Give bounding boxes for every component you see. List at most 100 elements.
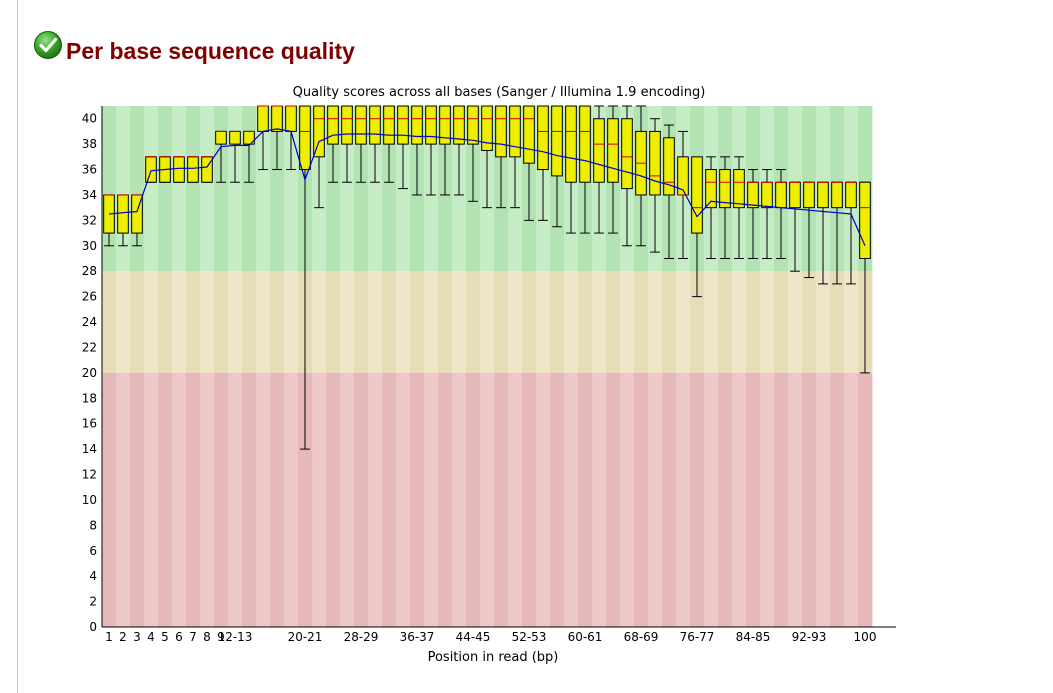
- chart-title: Quality scores across all bases (Sanger …: [293, 85, 706, 100]
- iqr-box: [733, 169, 745, 209]
- zone-band-0: [270, 106, 285, 272]
- y-tick-label: 16: [82, 417, 97, 431]
- x-tick-label: 2: [119, 630, 127, 644]
- zone-band-0: [340, 106, 355, 272]
- zone-band-0: [354, 106, 369, 272]
- y-tick-label: 32: [82, 213, 97, 227]
- y-tick-label: 28: [82, 264, 97, 278]
- x-axis-label: Position in read (bp): [428, 650, 559, 665]
- zone-band-0: [326, 106, 341, 272]
- x-tick-label: 20-21: [288, 630, 323, 644]
- zone-band-1: [592, 271, 607, 373]
- zone-band-0: [144, 106, 159, 272]
- x-tick-label: 44-45: [456, 630, 491, 644]
- iqr-box: [229, 130, 241, 145]
- y-tick-label: 20: [82, 366, 97, 380]
- zone-band-1: [186, 271, 201, 373]
- zone-band-1: [606, 271, 621, 373]
- zone-band-2: [228, 372, 243, 627]
- iqr-box: [859, 181, 871, 259]
- iqr-box: [187, 156, 199, 183]
- zone-band-0: [200, 106, 215, 272]
- module-title: Per base sequence quality: [66, 37, 355, 64]
- zone-band-2: [354, 372, 369, 627]
- zone-band-2: [620, 372, 635, 627]
- zone-band-1: [172, 271, 187, 373]
- y-tick-label: 24: [82, 315, 97, 329]
- zone-band-2: [522, 372, 537, 627]
- zone-band-1: [830, 271, 845, 373]
- iqr-box: [145, 156, 157, 183]
- iqr-box: [467, 105, 479, 145]
- iqr-box: [299, 105, 311, 171]
- zone-band-2: [186, 372, 201, 627]
- boxes: [103, 105, 871, 259]
- zone-band-1: [326, 271, 341, 373]
- zone-band-2: [536, 372, 551, 627]
- zone-band-2: [830, 372, 845, 627]
- iqr-box: [663, 137, 675, 196]
- zone-band-1: [228, 271, 243, 373]
- y-tick-label: 34: [82, 188, 97, 202]
- zone-band-2: [816, 372, 831, 627]
- zone-band-2: [130, 372, 145, 627]
- iqr-box: [173, 156, 185, 183]
- zone-band-1: [158, 271, 173, 373]
- iqr-box: [565, 105, 577, 183]
- iqr-box: [551, 105, 563, 177]
- x-tick-label: 60-61: [568, 630, 603, 644]
- x-tick-label: 92-93: [792, 630, 827, 644]
- iqr-box: [341, 105, 353, 145]
- iqr-box: [789, 181, 801, 209]
- zone-band-2: [214, 372, 229, 627]
- zone-band-1: [116, 271, 131, 373]
- left-border-rule: [17, 0, 18, 693]
- mean-line-group: [108, 128, 866, 247]
- x-tick-label: 6: [175, 630, 183, 644]
- zone-band-2: [438, 372, 453, 627]
- iqr-box: [579, 105, 591, 183]
- x-tick-label: 7: [189, 630, 197, 644]
- x-tick-label: 4: [147, 630, 155, 644]
- x-tick-label: 8: [203, 630, 211, 644]
- zone-band-2: [634, 372, 649, 627]
- iqr-box: [285, 105, 297, 132]
- zone-band-0: [186, 106, 201, 272]
- zone-band-2: [256, 372, 271, 627]
- zone-band-1: [788, 271, 803, 373]
- iqr-box: [607, 118, 619, 183]
- zone-band-2: [592, 372, 607, 627]
- check-circle-icon: [34, 31, 62, 59]
- zone-band-1: [550, 271, 565, 373]
- zone-band-1: [368, 271, 383, 373]
- zone-band-0: [368, 106, 383, 272]
- iqr-box: [439, 105, 451, 145]
- y-tick-label: 36: [82, 163, 97, 177]
- zone-band-1: [130, 271, 145, 373]
- x-tick-label: 52-53: [512, 630, 547, 644]
- iqr-box: [369, 105, 381, 145]
- iqr-box: [271, 105, 283, 132]
- zone-band-1: [144, 271, 159, 373]
- zone-band-0: [102, 106, 117, 272]
- iqr-box: [719, 169, 731, 209]
- zone-band-1: [746, 271, 761, 373]
- y-tick-label: 30: [82, 239, 97, 253]
- zone-band-2: [200, 372, 215, 627]
- iqr-box: [775, 181, 787, 209]
- x-tick-label: 12-13: [218, 630, 253, 644]
- iqr-box: [313, 105, 325, 158]
- zone-band-1: [620, 271, 635, 373]
- iqr-box: [691, 156, 703, 234]
- zone-band-1: [536, 271, 551, 373]
- zone-band-2: [312, 372, 327, 627]
- zone-band-0: [130, 106, 145, 272]
- y-tick-label: 40: [82, 112, 97, 126]
- zone-band-1: [102, 271, 117, 373]
- zone-band-2: [760, 372, 775, 627]
- zone-band-2: [704, 372, 719, 627]
- zone-band-2: [116, 372, 131, 627]
- zone-band-2: [326, 372, 341, 627]
- zone-band-2: [564, 372, 579, 627]
- zone-band-2: [648, 372, 663, 627]
